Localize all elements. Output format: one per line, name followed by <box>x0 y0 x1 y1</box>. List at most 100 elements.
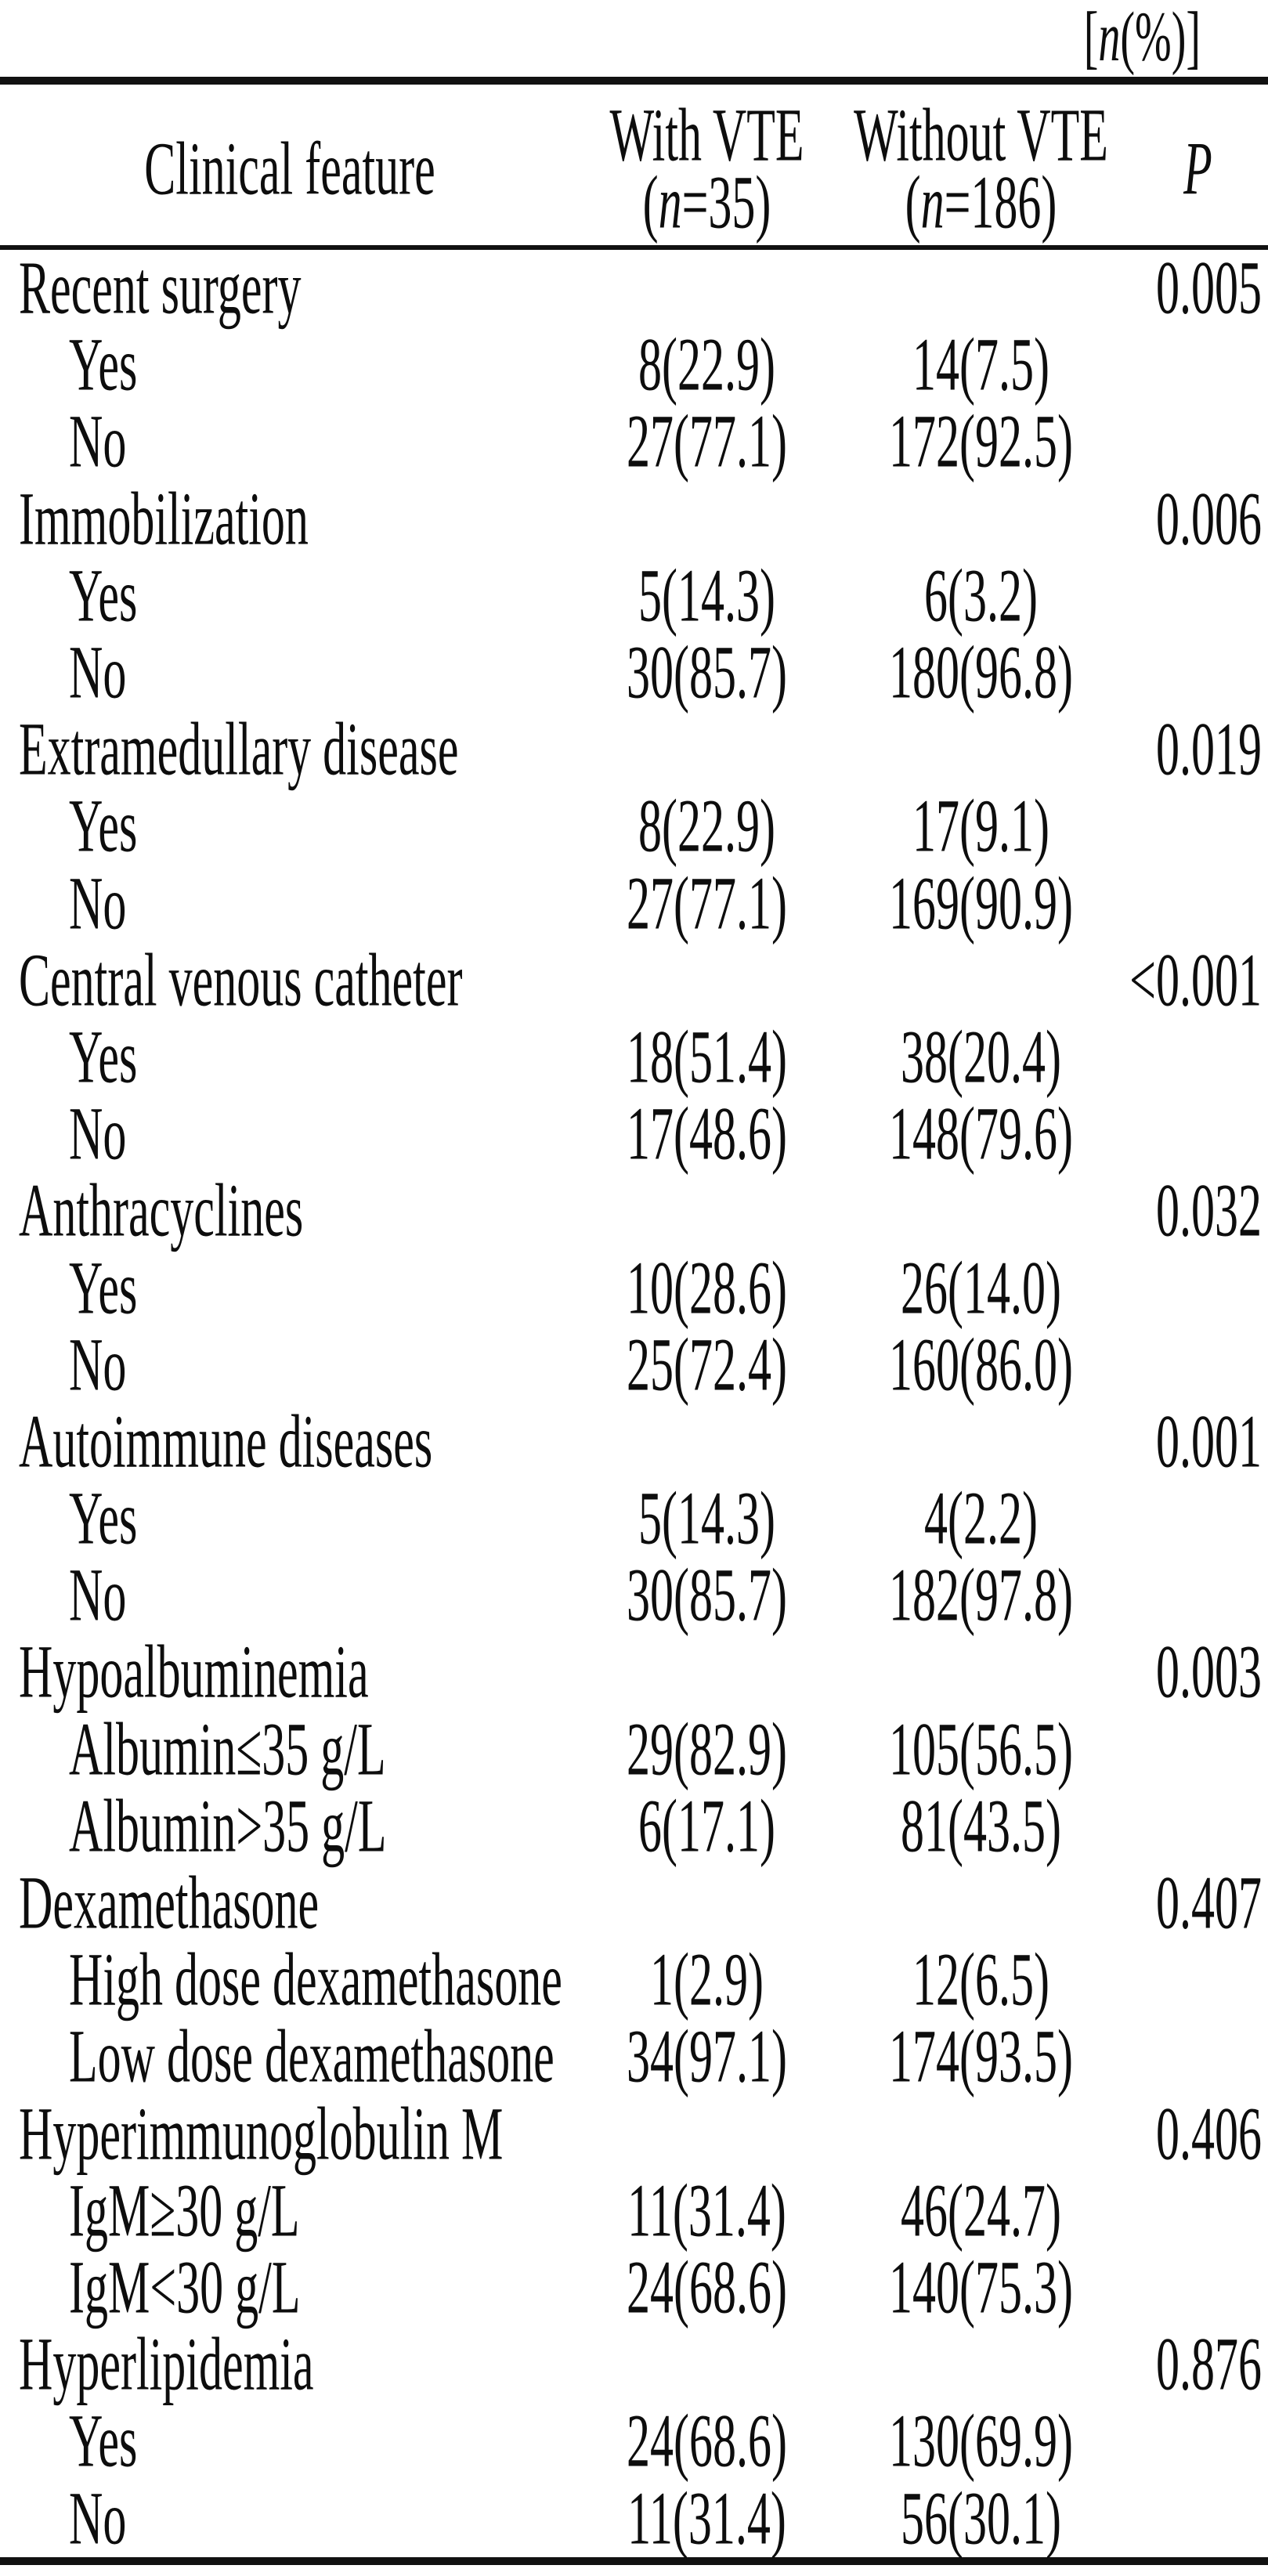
header-without-vte: Without VTE (n=186) <box>834 85 1128 245</box>
feature-cell: Recent surgery <box>0 250 580 327</box>
without-vte-cell-text: 148(79.6) <box>889 1092 1073 1176</box>
with-vte-cell <box>580 481 834 558</box>
with-vte-cell-text: 27(77.1) <box>627 862 787 945</box>
feature-cell: No <box>0 403 580 480</box>
header-with-vte-n-symbol: n <box>658 160 682 244</box>
feature-cell: Dexamethasone <box>0 1865 580 1942</box>
feature-cell: Anthracyclines <box>0 1172 580 1249</box>
without-vte-cell-text: 140(75.3) <box>889 2245 1073 2329</box>
feature-cell-text: Hypoalbuminemia <box>19 1630 369 1714</box>
table-row: Yes 5(14.3) 6(3.2) <box>0 558 1268 634</box>
feature-cell-text: High dose dexamethasone <box>69 1938 562 2021</box>
p-value-cell-text: 0.032 <box>1156 1169 1262 1252</box>
feature-cell: Albumin>35 g/L <box>0 1788 580 1865</box>
table-row: Yes 8(22.9) 17(9.1) <box>0 788 1268 865</box>
header-with-vte-paren-open: ( <box>642 160 659 244</box>
table-row: No 30(85.7) 182(97.8) <box>0 1557 1268 1634</box>
table-row: Hypoalbuminemia 0.003 <box>0 1634 1268 1711</box>
feature-cell-text: Albumin>35 g/L <box>69 1784 387 1867</box>
with-vte-cell-text: 6(17.1) <box>638 1784 775 1867</box>
p-value-cell-text: 0.019 <box>1156 707 1262 791</box>
header-with-vte-text: With VTE <box>609 92 804 176</box>
p-value-cell: 0.003 <box>1128 1634 1268 1711</box>
without-vte-cell-text: 130(69.9) <box>889 2399 1073 2483</box>
feature-cell: Extramedullary disease <box>0 711 580 788</box>
without-vte-cell: 26(14.0) <box>834 1249 1128 1326</box>
p-value-cell: 0.001 <box>1128 1404 1268 1480</box>
without-vte-cell <box>834 711 1128 788</box>
feature-cell-text: Yes <box>69 784 138 868</box>
table-row: Autoimmune diseases 0.001 <box>0 1404 1268 1480</box>
table-body: Recent surgery 0.005 Yes 8(22.9) 14(7.5) No 27… <box>0 250 1268 2557</box>
without-vte-cell-text: 169(90.9) <box>889 862 1073 945</box>
with-vte-cell: 27(77.1) <box>580 403 834 480</box>
p-value-cell <box>1128 2403 1268 2480</box>
p-value-cell: <0.001 <box>1128 942 1268 1019</box>
feature-cell: IgM<30 g/L <box>0 2249 580 2326</box>
feature-cell-text: Hyperlipidemia <box>19 2322 314 2406</box>
with-vte-cell <box>580 1404 834 1480</box>
feature-cell-text: Yes <box>69 554 138 637</box>
table-row: Dexamethasone 0.407 <box>0 1865 1268 1942</box>
p-value-cell: 0.876 <box>1128 2326 1268 2403</box>
feature-cell-text: No <box>69 1092 127 1176</box>
with-vte-cell: 8(22.9) <box>580 327 834 403</box>
with-vte-cell-text: 8(22.9) <box>638 323 775 406</box>
without-vte-cell-text: 14(7.5) <box>912 323 1049 406</box>
without-vte-cell <box>834 1634 1128 1711</box>
table-row: Albumin>35 g/L 6(17.1) 81(43.5) <box>0 1788 1268 1865</box>
feature-cell-text: Immobilization <box>19 477 309 560</box>
header-clinical-feature: Clinical feature <box>0 85 580 245</box>
table-row: High dose dexamethasone 1(2.9) 12(6.5) <box>0 1942 1268 2018</box>
with-vte-cell: 34(97.1) <box>580 2018 834 2095</box>
feature-cell-text: No <box>69 2477 127 2560</box>
p-value-cell-text: 0.003 <box>1156 1630 1262 1714</box>
feature-cell-text: Low dose dexamethasone <box>69 2014 555 2098</box>
table-top-rule <box>0 77 1268 85</box>
without-vte-cell-text: 38(20.4) <box>901 1015 1061 1099</box>
feature-cell-text: No <box>69 862 127 945</box>
without-vte-cell-text: 12(6.5) <box>912 1938 1049 2021</box>
without-vte-cell-text: 56(30.1) <box>901 2477 1061 2560</box>
p-value-cell-text: <0.001 <box>1129 938 1262 1021</box>
table-row: No 25(72.4) 160(86.0) <box>0 1327 1268 1404</box>
p-value-cell <box>1128 2249 1268 2326</box>
table-row: Albumin≤35 g/L 29(82.9) 105(56.5) <box>0 1711 1268 1788</box>
feature-cell: High dose dexamethasone <box>0 1942 580 2018</box>
feature-cell-text: No <box>69 630 127 714</box>
with-vte-cell-text: 24(68.6) <box>627 2399 787 2483</box>
without-vte-cell-text: 172(92.5) <box>889 399 1073 483</box>
without-vte-cell <box>834 481 1128 558</box>
p-value-cell-text: 0.407 <box>1156 1861 1262 1945</box>
units-bracket-open: [ <box>1083 0 1099 77</box>
without-vte-cell-text: 160(86.0) <box>889 1323 1073 1406</box>
with-vte-cell-text: 30(85.7) <box>627 630 787 714</box>
with-vte-cell: 5(14.3) <box>580 1480 834 1557</box>
without-vte-cell: 169(90.9) <box>834 865 1128 942</box>
table-row: Immobilization 0.006 <box>0 481 1268 558</box>
p-value-cell <box>1128 1019 1268 1096</box>
feature-cell: Hyperlipidemia <box>0 2326 580 2403</box>
feature-cell: No <box>0 2480 580 2556</box>
with-vte-cell <box>580 711 834 788</box>
feature-cell-text: Yes <box>69 1015 138 1099</box>
without-vte-cell: 172(92.5) <box>834 403 1128 480</box>
with-vte-cell-text: 30(85.7) <box>627 1553 787 1637</box>
without-vte-cell: 182(97.8) <box>834 1557 1128 1634</box>
feature-cell: IgM≥30 g/L <box>0 2173 580 2249</box>
table-row: No 27(77.1) 169(90.9) <box>0 865 1268 942</box>
with-vte-cell: 24(68.6) <box>580 2249 834 2326</box>
feature-cell-text: Albumin≤35 g/L <box>69 1707 386 1790</box>
feature-cell: No <box>0 1327 580 1404</box>
feature-cell-text: Dexamethasone <box>19 1861 320 1945</box>
header-p-value: P <box>1128 85 1268 245</box>
without-vte-cell: 174(93.5) <box>834 2018 1128 2095</box>
without-vte-cell <box>834 1172 1128 1249</box>
with-vte-cell-text: 11(31.4) <box>627 2169 786 2252</box>
p-value-cell <box>1128 327 1268 403</box>
feature-cell-text: IgM≥30 g/L <box>69 2169 300 2252</box>
table-row: IgM≥30 g/L 11(31.4) 46(24.7) <box>0 2173 1268 2249</box>
p-value-cell <box>1128 634 1268 711</box>
p-value-cell <box>1128 2173 1268 2249</box>
header-without-vte-n-count: =186) <box>944 160 1057 244</box>
